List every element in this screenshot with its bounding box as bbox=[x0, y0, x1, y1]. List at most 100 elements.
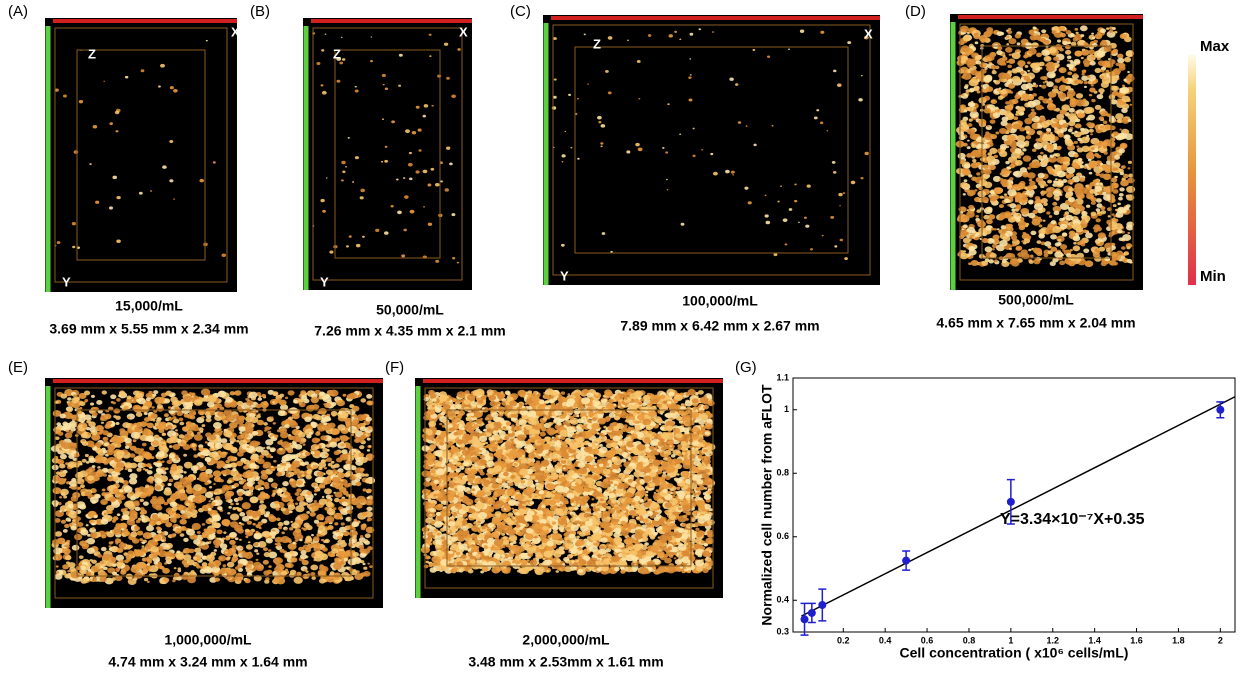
cell bbox=[1070, 179, 1074, 182]
cell bbox=[62, 442, 71, 449]
cell bbox=[334, 471, 337, 474]
cell bbox=[179, 422, 184, 426]
cell bbox=[55, 531, 62, 537]
cell bbox=[109, 446, 115, 451]
cell bbox=[161, 460, 164, 462]
cell bbox=[145, 517, 151, 521]
cell bbox=[553, 37, 557, 40]
cell bbox=[964, 179, 968, 182]
cell bbox=[820, 31, 824, 34]
cell bbox=[156, 521, 161, 525]
cell bbox=[396, 179, 399, 181]
cell bbox=[1100, 163, 1103, 165]
cell bbox=[179, 418, 184, 422]
cell bbox=[446, 147, 450, 150]
cell bbox=[334, 572, 341, 578]
cell bbox=[1057, 239, 1061, 242]
cell bbox=[114, 444, 117, 446]
cell bbox=[299, 441, 303, 444]
cell bbox=[239, 512, 245, 517]
cell bbox=[765, 214, 769, 217]
cell bbox=[1032, 149, 1037, 152]
cell bbox=[126, 554, 133, 560]
cell bbox=[354, 429, 359, 433]
cell bbox=[1127, 232, 1130, 234]
cell bbox=[1032, 219, 1041, 226]
cell bbox=[1041, 29, 1046, 33]
cell bbox=[354, 416, 357, 419]
cell bbox=[250, 498, 256, 503]
cell bbox=[365, 533, 371, 538]
cell bbox=[1103, 146, 1107, 149]
cell bbox=[309, 405, 315, 410]
cell bbox=[990, 196, 997, 202]
cell bbox=[299, 403, 302, 405]
cell bbox=[1074, 131, 1077, 133]
cell bbox=[1090, 133, 1093, 135]
cell bbox=[72, 222, 76, 225]
cell bbox=[1068, 129, 1073, 133]
cell bbox=[1021, 240, 1024, 242]
cell bbox=[337, 536, 342, 540]
cell bbox=[193, 557, 197, 560]
cell bbox=[1111, 50, 1116, 54]
cell bbox=[963, 74, 967, 77]
cell bbox=[861, 75, 863, 76]
cell bbox=[305, 452, 311, 456]
cell bbox=[59, 510, 62, 512]
cell bbox=[858, 98, 862, 101]
cell bbox=[53, 475, 61, 481]
cell bbox=[349, 393, 357, 399]
cell bbox=[112, 176, 117, 180]
axis-letter: X bbox=[459, 24, 468, 39]
cell bbox=[306, 498, 313, 503]
cell bbox=[142, 463, 147, 467]
cell bbox=[263, 401, 267, 404]
cell bbox=[184, 413, 189, 417]
cell bbox=[91, 522, 95, 525]
cell bbox=[452, 257, 455, 259]
cell bbox=[1058, 26, 1065, 31]
cell bbox=[103, 81, 105, 82]
cell bbox=[1100, 76, 1104, 79]
cell bbox=[370, 60, 373, 62]
cell bbox=[780, 185, 782, 186]
cell bbox=[193, 484, 202, 491]
cell bbox=[303, 528, 307, 531]
cell bbox=[608, 36, 613, 40]
cell bbox=[1090, 61, 1096, 66]
cell bbox=[1053, 190, 1061, 196]
cell bbox=[242, 502, 251, 509]
cell bbox=[103, 473, 107, 476]
cell bbox=[1036, 240, 1041, 244]
cell bbox=[971, 70, 978, 76]
cell bbox=[366, 417, 372, 422]
cell bbox=[246, 400, 253, 406]
cell bbox=[324, 488, 332, 494]
cell bbox=[731, 171, 735, 174]
cell bbox=[662, 147, 664, 149]
cell bbox=[285, 563, 291, 568]
cell bbox=[129, 446, 133, 449]
cell bbox=[172, 507, 178, 512]
axis-letter: Y bbox=[560, 268, 569, 283]
cell bbox=[1014, 69, 1017, 71]
cell bbox=[341, 449, 347, 454]
cell bbox=[354, 519, 357, 522]
cell bbox=[360, 398, 366, 402]
cell bbox=[355, 482, 361, 487]
cell bbox=[315, 415, 322, 420]
cell bbox=[1028, 201, 1033, 205]
cell bbox=[209, 435, 216, 440]
cell bbox=[1025, 42, 1032, 47]
cell bbox=[992, 70, 997, 74]
cell bbox=[227, 464, 231, 467]
cell bbox=[1068, 188, 1074, 192]
cell bbox=[122, 422, 130, 428]
cell bbox=[285, 528, 288, 530]
cell bbox=[103, 450, 107, 453]
cell bbox=[262, 531, 271, 538]
cell bbox=[341, 179, 344, 181]
cell bbox=[321, 459, 326, 463]
cell bbox=[295, 528, 302, 533]
